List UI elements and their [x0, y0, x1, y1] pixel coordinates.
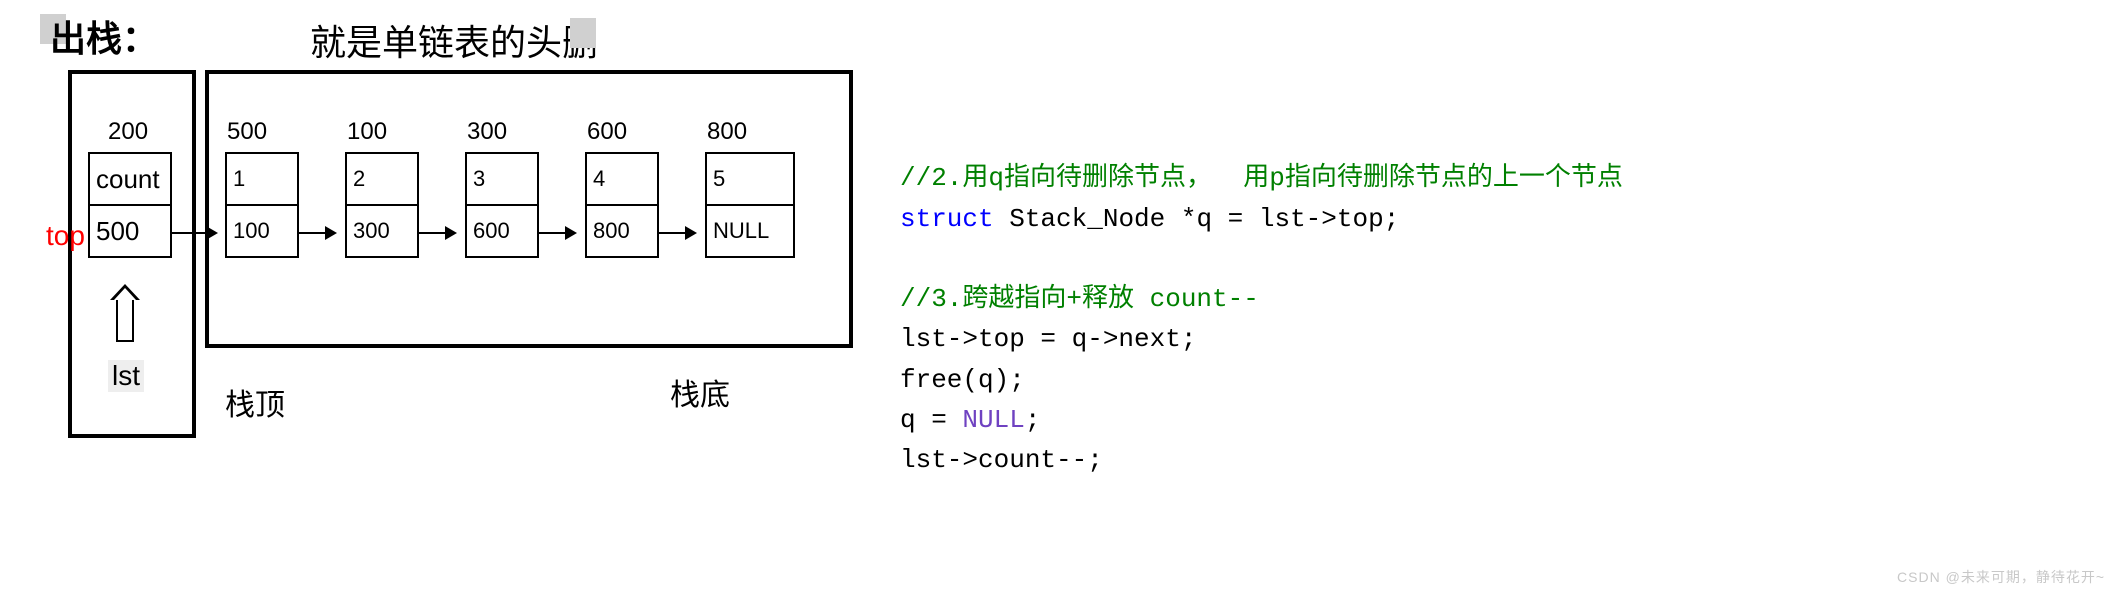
- node-0-box: 1 100: [225, 152, 299, 258]
- node-0-next: 100: [227, 206, 297, 256]
- node-1-box: 2 300: [345, 152, 419, 258]
- sub-title: 就是单链表的头删: [310, 14, 598, 66]
- lst-count-cell: count: [90, 154, 170, 206]
- node-2-next: 600: [467, 206, 537, 256]
- code-comment-1: //2.用q指向待删除节点， 用p指向待删除节点的上一个节点: [900, 163, 1623, 193]
- node-4-next: NULL: [707, 206, 793, 256]
- stack-top-label: 栈顶: [225, 380, 285, 424]
- smudge-decor-2: [570, 18, 596, 48]
- node-4-addr: 800: [707, 118, 747, 146]
- watermark: CSDN @未来可期，静待花开~: [1897, 567, 2105, 587]
- node-3-data: 4: [587, 154, 657, 206]
- code-null: NULL: [962, 405, 1024, 435]
- main-title: 出栈：: [50, 10, 158, 62]
- code-line-5: free(q);: [900, 365, 1025, 395]
- code-line-6a: q =: [900, 405, 962, 435]
- arrow-lst-to-node0: [170, 232, 216, 234]
- lst-inner-box: count 500: [88, 152, 172, 258]
- node-3-box: 4 800: [585, 152, 659, 258]
- arrow-2-3: [539, 232, 575, 234]
- code-line-6c: ;: [1025, 405, 1041, 435]
- node-2-data: 3: [467, 154, 537, 206]
- arrow-1-2: [419, 232, 455, 234]
- node-4-data: 5: [707, 154, 793, 206]
- lst-label: lst: [108, 360, 144, 392]
- code-line-7: lst->count--;: [900, 445, 1103, 475]
- lst-address: 200: [108, 118, 148, 146]
- code-kw-struct: struct: [900, 204, 994, 234]
- node-4-box: 5 NULL: [705, 152, 795, 258]
- lst-pointer-arrow: [116, 300, 134, 342]
- node-0-addr: 500: [227, 118, 267, 146]
- node-3-addr: 600: [587, 118, 627, 146]
- arrow-0-1: [299, 232, 335, 234]
- node-1-data: 2: [347, 154, 417, 206]
- lst-top-cell: 500: [90, 206, 170, 256]
- node-1-next: 300: [347, 206, 417, 256]
- code-block: //2.用q指向待删除节点， 用p指向待删除节点的上一个节点 struct St…: [900, 118, 1623, 481]
- stack-bottom-label: 栈底: [670, 370, 730, 414]
- arrow-3-4: [659, 232, 695, 234]
- node-2-addr: 300: [467, 118, 507, 146]
- code-line-2: Stack_Node *q = lst->top;: [994, 204, 1400, 234]
- code-line-4: lst->top = q->next;: [900, 324, 1196, 354]
- node-0-data: 1: [227, 154, 297, 206]
- node-2-box: 3 600: [465, 152, 539, 258]
- top-label: top: [46, 220, 85, 252]
- code-comment-2: //3.跨越指向+释放 count--: [900, 284, 1259, 314]
- node-3-next: 800: [587, 206, 657, 256]
- node-1-addr: 100: [347, 118, 387, 146]
